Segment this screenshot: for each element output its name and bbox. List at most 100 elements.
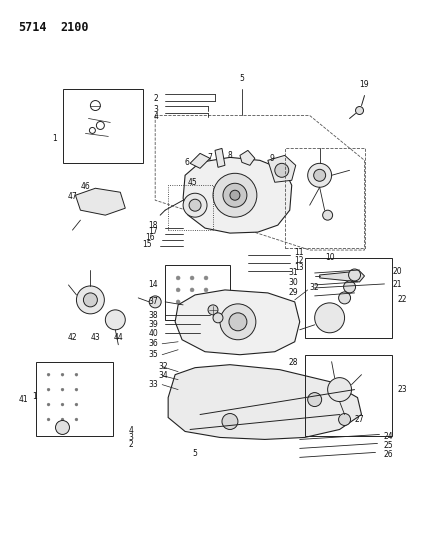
Text: 26: 26	[383, 450, 393, 459]
Text: 39: 39	[149, 320, 158, 329]
Text: 13: 13	[294, 263, 303, 272]
Circle shape	[47, 403, 50, 406]
Circle shape	[176, 300, 180, 304]
Text: 19: 19	[360, 79, 369, 88]
Text: 17: 17	[149, 227, 158, 236]
Circle shape	[183, 193, 207, 217]
Bar	[305, 355, 392, 437]
Text: 45: 45	[187, 178, 197, 187]
Circle shape	[190, 276, 194, 280]
Circle shape	[204, 288, 208, 292]
Text: 29: 29	[288, 288, 298, 297]
Polygon shape	[168, 365, 362, 439]
Text: 41: 41	[19, 395, 29, 404]
Text: 30: 30	[288, 278, 298, 287]
Circle shape	[189, 199, 201, 211]
Text: 21: 21	[392, 280, 402, 289]
Text: 32: 32	[158, 362, 168, 371]
Bar	[285, 148, 365, 248]
Polygon shape	[175, 290, 300, 355]
Circle shape	[213, 313, 223, 323]
Bar	[36, 362, 113, 437]
Polygon shape	[268, 155, 296, 182]
Text: 37: 37	[149, 297, 158, 306]
Text: 24: 24	[383, 432, 393, 441]
Circle shape	[315, 303, 345, 333]
Polygon shape	[240, 150, 255, 165]
Text: 43: 43	[90, 333, 100, 342]
Circle shape	[47, 418, 50, 421]
Text: 22: 22	[398, 295, 407, 304]
Text: 3: 3	[128, 433, 133, 442]
Circle shape	[83, 293, 98, 307]
Text: 35: 35	[149, 350, 158, 359]
Text: 38: 38	[149, 311, 158, 320]
Text: 23: 23	[398, 385, 407, 394]
Text: 4: 4	[128, 426, 133, 434]
Circle shape	[275, 163, 289, 177]
Circle shape	[204, 300, 208, 304]
Circle shape	[356, 107, 363, 115]
Circle shape	[75, 388, 78, 391]
Circle shape	[339, 292, 351, 304]
Polygon shape	[190, 154, 210, 168]
Circle shape	[220, 304, 256, 340]
Text: 14: 14	[149, 280, 158, 289]
Text: 2100: 2100	[60, 21, 89, 34]
Text: 5714: 5714	[19, 21, 47, 34]
Text: 7: 7	[208, 153, 212, 162]
Circle shape	[47, 388, 50, 391]
Circle shape	[47, 373, 50, 376]
Circle shape	[149, 296, 161, 308]
Text: 25: 25	[383, 441, 393, 450]
Circle shape	[339, 414, 351, 425]
Text: 8: 8	[228, 151, 232, 160]
Text: 20: 20	[392, 268, 402, 277]
Text: 4: 4	[153, 112, 158, 121]
Circle shape	[77, 286, 104, 314]
Circle shape	[229, 313, 247, 331]
Circle shape	[327, 378, 351, 401]
Circle shape	[208, 305, 218, 315]
Bar	[165, 265, 230, 320]
Text: 6: 6	[184, 158, 190, 167]
Circle shape	[308, 393, 322, 407]
Circle shape	[61, 373, 64, 376]
Text: 1: 1	[52, 134, 57, 143]
Text: 3: 3	[153, 105, 158, 114]
Polygon shape	[215, 148, 225, 167]
Circle shape	[308, 163, 332, 187]
Circle shape	[61, 388, 64, 391]
Circle shape	[213, 173, 257, 217]
Text: 10: 10	[325, 253, 334, 262]
Text: 36: 36	[149, 339, 158, 348]
Circle shape	[176, 276, 180, 280]
Circle shape	[323, 210, 333, 220]
Text: 31: 31	[288, 269, 298, 278]
Circle shape	[56, 421, 69, 434]
Text: 40: 40	[149, 329, 158, 338]
Text: 5: 5	[240, 74, 244, 83]
Bar	[63, 88, 143, 163]
Polygon shape	[183, 157, 292, 233]
Text: 18: 18	[149, 221, 158, 230]
Circle shape	[105, 310, 125, 330]
Bar	[305, 258, 392, 338]
Circle shape	[190, 300, 194, 304]
Polygon shape	[75, 188, 125, 215]
Text: 47: 47	[68, 192, 77, 201]
Circle shape	[75, 418, 78, 421]
Circle shape	[176, 288, 180, 292]
Text: 33: 33	[149, 380, 158, 389]
Text: 1: 1	[33, 392, 37, 401]
Circle shape	[61, 418, 64, 421]
Text: 11: 11	[294, 247, 303, 256]
Circle shape	[230, 190, 240, 200]
Text: 46: 46	[80, 182, 90, 191]
Text: 9: 9	[269, 154, 274, 163]
Text: 42: 42	[68, 333, 77, 342]
Text: 27: 27	[355, 415, 364, 424]
Circle shape	[75, 403, 78, 406]
Circle shape	[222, 414, 238, 430]
Text: 2: 2	[153, 94, 158, 103]
